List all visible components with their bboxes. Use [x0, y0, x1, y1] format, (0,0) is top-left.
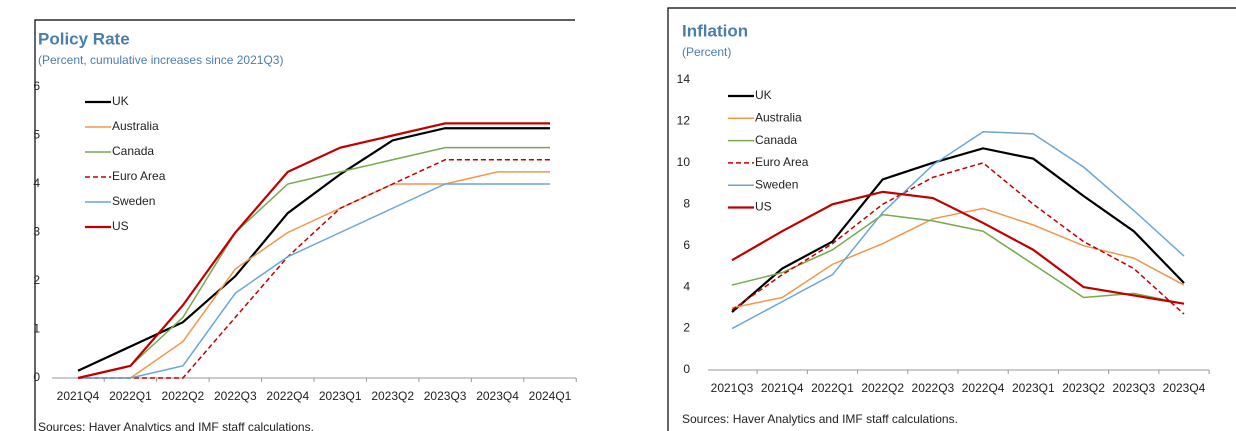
- x-tick-label: 2022Q1: [109, 389, 152, 403]
- legend-label: UK: [755, 88, 772, 102]
- legend-label: US: [112, 219, 129, 233]
- y-tick-label: 4: [683, 279, 690, 293]
- legend-label: UK: [112, 94, 129, 108]
- chart-title: Inflation: [682, 21, 748, 40]
- series-line: [77, 127, 550, 372]
- x-tick-label: 2021Q4: [57, 389, 100, 403]
- x-tick-label: 2022Q4: [962, 381, 1005, 395]
- y-tick-label: 14: [677, 72, 691, 86]
- x-tick-label: 2023Q3: [424, 389, 467, 403]
- x-tick-label: 2023Q1: [1012, 381, 1055, 395]
- series-line: [731, 147, 1185, 313]
- legend-label: Canada: [112, 144, 154, 158]
- x-tick-label: 2022Q2: [861, 381, 904, 395]
- y-tick-label: 10: [677, 155, 691, 169]
- y-tick-label: 0: [683, 362, 690, 376]
- x-tick-label: 2022Q1: [811, 381, 854, 395]
- panel-frame: [667, 7, 1236, 431]
- y-tick-label: 3: [33, 225, 40, 239]
- series-line: [77, 122, 550, 380]
- y-tick-label: 2: [33, 273, 40, 287]
- series-line: [731, 190, 1185, 305]
- y-tick-label: 12: [677, 114, 691, 128]
- y-tick-label: 6: [683, 238, 690, 252]
- source-note: Sources: Haver Analytics and IMF staff c…: [682, 412, 958, 426]
- y-tick-label: 1: [33, 322, 40, 336]
- x-tick-label: 2022Q3: [214, 389, 257, 403]
- y-tick-label: 4: [33, 176, 40, 190]
- x-tick-label: 2022Q4: [266, 389, 309, 403]
- x-tick-label: 2024Q1: [529, 389, 572, 403]
- source-note: Sources: Haver Analytics and IMF staff c…: [38, 420, 314, 431]
- legend-label: Canada: [755, 133, 797, 147]
- legend-label: Australia: [755, 110, 802, 124]
- y-tick-label: 6: [33, 79, 40, 93]
- y-tick-label: 0: [33, 370, 40, 384]
- x-tick-label: 2023Q2: [1062, 381, 1105, 395]
- chart-subtitle: (Percent): [682, 45, 731, 59]
- series-line: [731, 131, 1185, 330]
- series-line: [77, 146, 550, 379]
- x-tick-label: 2021Q4: [761, 381, 804, 395]
- x-tick-label: 2022Q3: [912, 381, 955, 395]
- x-tick-label: 2023Q4: [476, 389, 519, 403]
- legend-label: US: [755, 200, 772, 214]
- series-line: [78, 183, 550, 379]
- y-tick-label: 5: [33, 128, 40, 142]
- legend-label: Euro Area: [112, 169, 166, 183]
- legend-label: Australia: [112, 119, 159, 133]
- x-tick-label: 2023Q3: [1112, 381, 1155, 395]
- x-tick-label: 2023Q1: [319, 389, 362, 403]
- x-tick-label: 2023Q4: [1163, 381, 1206, 395]
- series-line: [731, 213, 1185, 305]
- y-tick-label: 8: [683, 196, 690, 210]
- panel-frame: [34, 19, 575, 431]
- series-line: [78, 159, 550, 379]
- series-line: [731, 162, 1185, 315]
- series-line: [731, 207, 1185, 309]
- x-tick-label: 2023Q2: [371, 389, 414, 403]
- legend-label: Euro Area: [755, 155, 809, 169]
- series-line: [78, 171, 550, 379]
- legend-label: Sweden: [755, 177, 798, 191]
- x-tick-label: 2022Q2: [162, 389, 205, 403]
- x-tick-label: 2021Q3: [711, 381, 754, 395]
- legend-label: Sweden: [112, 194, 155, 208]
- chart-subtitle: (Percent, cumulative increases since 202…: [38, 53, 283, 67]
- chart-title: Policy Rate: [38, 29, 130, 48]
- y-tick-label: 2: [683, 321, 690, 335]
